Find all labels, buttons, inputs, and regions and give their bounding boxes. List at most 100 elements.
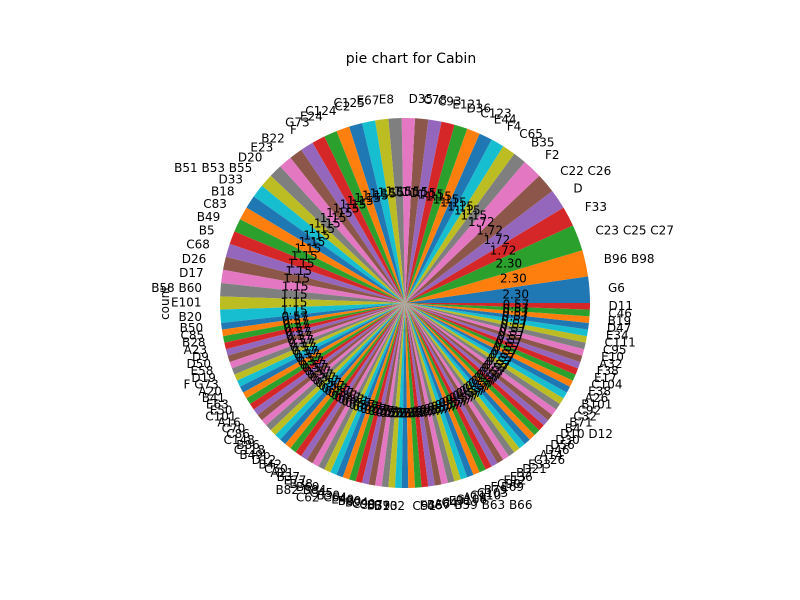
pie-slice bbox=[220, 303, 405, 323]
slice-category-label: C106 bbox=[456, 493, 487, 507]
slice-percent-label: 0.57 bbox=[438, 396, 465, 410]
slice-percent-label: 0.57 bbox=[392, 407, 419, 421]
slice-percent-label: 0.57 bbox=[502, 309, 529, 323]
slice-percent-label: 0.57 bbox=[305, 364, 332, 378]
slice-category-label: C23 C25 C27 bbox=[595, 224, 674, 238]
slice-percent-label: 1.15 bbox=[410, 186, 437, 200]
slice-category-label: C103 bbox=[477, 486, 508, 500]
slice-percent-label: 0.57 bbox=[388, 406, 415, 420]
pie-slice bbox=[405, 303, 492, 470]
slice-category-label: C123 bbox=[480, 106, 511, 120]
slice-percent-label: 0.57 bbox=[499, 325, 526, 339]
slice-category-label: A16 bbox=[217, 416, 240, 430]
pie-slice bbox=[405, 128, 480, 303]
slice-category-label: E63 bbox=[206, 397, 229, 411]
pie-slice bbox=[355, 303, 405, 483]
slice-percent-label: 1.15 bbox=[281, 304, 308, 318]
pie-slice bbox=[405, 303, 435, 487]
slice-percent-label: 0.57 bbox=[380, 406, 407, 420]
slice-percent-label: 0.57 bbox=[328, 386, 355, 400]
pie-slice bbox=[405, 303, 540, 435]
slice-category-label: C110 bbox=[470, 488, 501, 502]
pie-slice bbox=[401, 303, 409, 489]
pie-slice bbox=[306, 303, 405, 464]
slice-percent-label: 1.15 bbox=[386, 185, 413, 199]
slice-category-label: C85 bbox=[181, 328, 205, 342]
slice-category-label: C93 bbox=[438, 95, 462, 109]
slice-percent-label: 0.57 bbox=[296, 351, 323, 365]
slice-percent-label: 0.57 bbox=[294, 347, 321, 361]
slice-category-label: B38 bbox=[289, 477, 313, 491]
slice-category-label: B22 bbox=[261, 131, 285, 145]
slice-percent-label: 0.57 bbox=[404, 406, 431, 420]
slice-category-label: D11 bbox=[608, 299, 633, 313]
slice-category-label: A21 bbox=[270, 466, 293, 480]
pie-slice bbox=[405, 303, 587, 343]
slice-percent-label: 0.57 bbox=[376, 405, 403, 419]
slice-category-label: F G73 bbox=[184, 378, 219, 392]
pie-slices bbox=[219, 117, 590, 489]
slice-category-label: B3 bbox=[516, 466, 532, 480]
pie-slice bbox=[257, 303, 405, 421]
slice-category-label: F E69 bbox=[490, 480, 524, 494]
slice-category-label: F bbox=[290, 123, 297, 137]
slice-category-label: B41 bbox=[202, 391, 226, 405]
slice-percent-label: 0.57 bbox=[315, 376, 342, 390]
pie-slice bbox=[405, 303, 520, 453]
pie-slice bbox=[349, 123, 405, 303]
slice-category-label: B86 bbox=[236, 438, 260, 452]
slice-percent-label: 1.15 bbox=[333, 201, 360, 215]
slice-percent-label: 0.57 bbox=[302, 361, 329, 375]
slice-category-label: E58 bbox=[191, 364, 214, 378]
slice-category-label: D33 bbox=[218, 172, 243, 186]
pie-slice bbox=[237, 303, 405, 387]
pie-slice bbox=[361, 303, 405, 485]
pie-slice bbox=[250, 303, 405, 410]
pie-slice bbox=[405, 303, 581, 369]
slice-category-label: B49 bbox=[197, 210, 221, 224]
pie-slice bbox=[261, 175, 405, 303]
slice-category-label: C124 bbox=[305, 104, 336, 118]
slice-category-label: F33 bbox=[585, 200, 607, 214]
pie-slice bbox=[280, 157, 405, 303]
pie-slice bbox=[225, 243, 405, 303]
slice-category-label: B35 bbox=[531, 136, 555, 150]
slice-percent-label: 1.15 bbox=[362, 189, 389, 203]
slice-percent-label: 0.57 bbox=[384, 406, 411, 420]
slice-percent-label: 0.57 bbox=[431, 399, 458, 413]
slice-percent-label: 0.57 bbox=[283, 317, 310, 331]
slice-category-label: F4 bbox=[507, 119, 522, 133]
slice-percent-label: 2.30 bbox=[502, 287, 529, 301]
pie-slice bbox=[368, 303, 405, 486]
slice-percent-label: 0.57 bbox=[292, 344, 319, 358]
slice-category-label: C99 bbox=[352, 497, 376, 511]
pie-slice bbox=[405, 153, 525, 303]
slice-category-label: B82 B84 bbox=[275, 483, 326, 497]
slice-percent-label: 0.57 bbox=[412, 405, 439, 419]
slice-percent-label: 0.57 bbox=[423, 402, 450, 416]
pie-slice bbox=[330, 303, 405, 475]
pie-slice bbox=[405, 303, 530, 444]
pie-slice bbox=[405, 139, 504, 303]
slice-category-label: C92 bbox=[577, 404, 601, 418]
pie-slice bbox=[219, 296, 405, 310]
pie-slice bbox=[253, 185, 405, 303]
slice-category-label: D50 bbox=[186, 357, 211, 371]
slice-percent-label: 0.57 bbox=[284, 321, 311, 335]
slice-percent-label: 0.57 bbox=[500, 321, 527, 335]
slice-category-label: C86 bbox=[226, 427, 250, 441]
slice-category-label: B71 bbox=[569, 416, 593, 430]
slice-percent-label: 0.57 bbox=[465, 379, 492, 393]
slice-percent-label: 1.15 bbox=[291, 249, 318, 263]
slice-category-label: B18 bbox=[211, 184, 235, 198]
pie-slice bbox=[324, 131, 405, 303]
pie-slice bbox=[221, 303, 405, 330]
slice-percent-label: 0.57 bbox=[396, 406, 423, 420]
slice-percent-label: 1.15 bbox=[370, 187, 397, 201]
slice-category-label: C83 bbox=[203, 197, 227, 211]
pie-slice bbox=[405, 303, 509, 460]
pie-slice bbox=[405, 303, 579, 375]
slice-percent-label: 0.57 bbox=[285, 325, 312, 339]
slice-percent-label: 0.57 bbox=[307, 367, 334, 381]
